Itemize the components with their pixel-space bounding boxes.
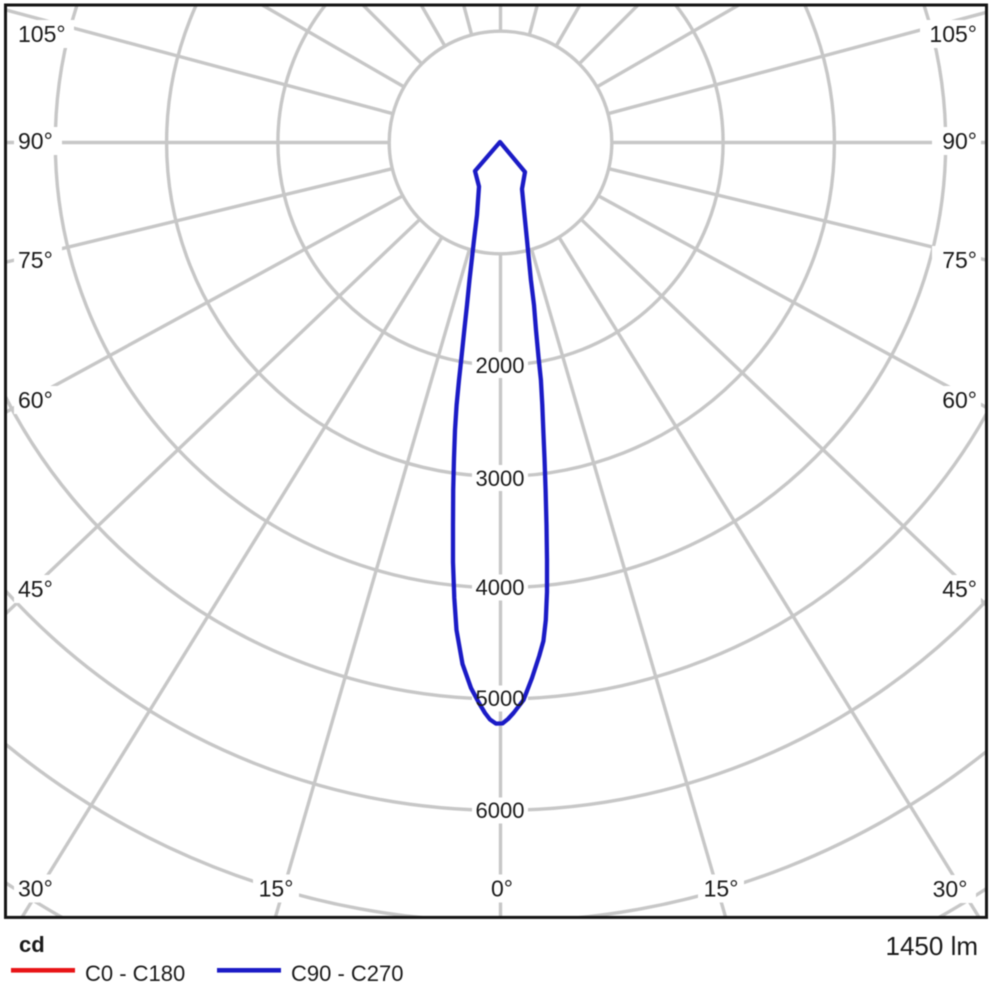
- svg-text:75°: 75°: [18, 247, 53, 273]
- svg-text:75°: 75°: [942, 247, 977, 273]
- svg-text:2000: 2000: [476, 353, 525, 378]
- svg-text:45°: 45°: [18, 576, 53, 602]
- svg-text:15°: 15°: [704, 876, 739, 902]
- svg-text:3000: 3000: [476, 466, 525, 491]
- svg-text:30°: 30°: [18, 876, 53, 902]
- svg-text:30°: 30°: [933, 876, 968, 902]
- svg-text:5000: 5000: [476, 686, 525, 711]
- svg-text:C90 - C270: C90 - C270: [291, 961, 404, 986]
- svg-text:105°: 105°: [18, 21, 66, 47]
- svg-text:0°: 0°: [491, 876, 513, 902]
- svg-text:6000: 6000: [476, 798, 525, 823]
- svg-text:cd: cd: [19, 932, 45, 957]
- svg-text:90°: 90°: [18, 128, 53, 154]
- svg-text:60°: 60°: [18, 387, 53, 413]
- svg-text:90°: 90°: [942, 128, 977, 154]
- svg-text:105°: 105°: [929, 21, 977, 47]
- svg-text:1450 lm: 1450 lm: [886, 931, 979, 961]
- svg-text:15°: 15°: [259, 876, 294, 902]
- svg-text:4000: 4000: [476, 575, 525, 600]
- svg-text:C0 - C180: C0 - C180: [85, 961, 185, 986]
- svg-text:45°: 45°: [942, 576, 977, 602]
- svg-text:60°: 60°: [942, 387, 977, 413]
